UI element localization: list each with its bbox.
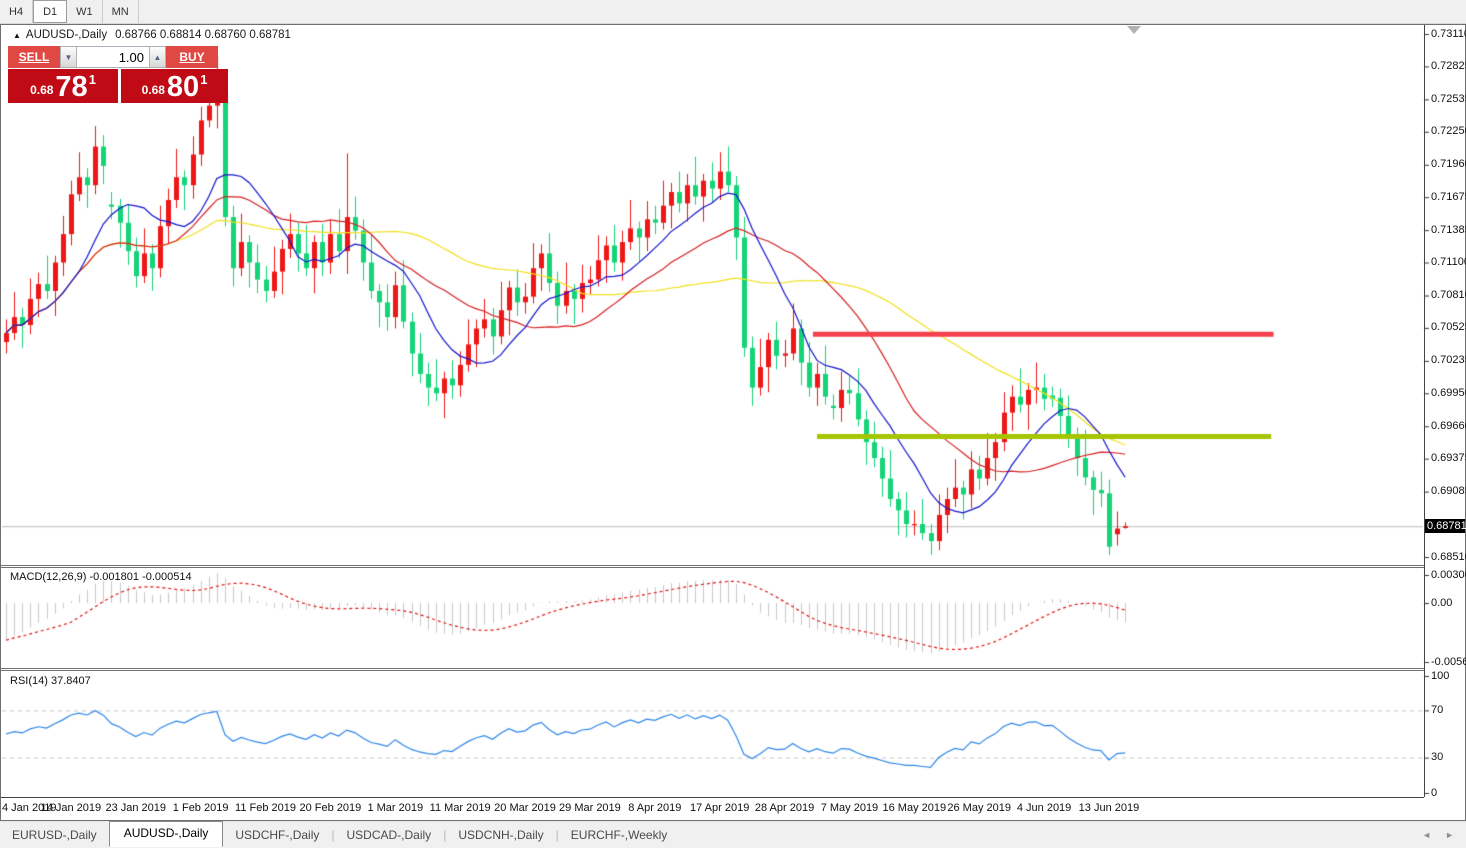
macd-splitter[interactable]: [1, 565, 1424, 566]
tab-scroll-right-icon[interactable]: ►: [1445, 830, 1454, 840]
date-tick-label: 1 Feb 2019: [172, 802, 229, 814]
chart-shift-triangle-icon[interactable]: [1127, 26, 1141, 34]
price-tick-label: 0.69085: [1431, 485, 1466, 498]
buy-price-small: 0.68: [141, 83, 165, 97]
sell-price-small: 0.68: [30, 83, 54, 97]
timeframe-button-d1[interactable]: D1: [33, 0, 68, 23]
chart-symbol-label: AUDUSD-,Daily: [25, 29, 108, 41]
chart-bottom-frame: [1, 797, 1424, 798]
macd-axis-label: 0.00: [1431, 596, 1453, 609]
date-tick-label: 20 Mar 2019: [494, 802, 556, 814]
date-tick-label: 16 May 2019: [882, 802, 947, 814]
timeframe-button-w1[interactable]: W1: [67, 0, 103, 23]
buy-button[interactable]: BUY: [166, 46, 218, 68]
tab-eurusd[interactable]: EURUSD-,Daily: [12, 828, 97, 842]
date-tick-label: 17 Apr 2019: [690, 802, 750, 814]
date-tick-label: 14 Jan 2019: [40, 802, 102, 814]
timeframe-button-h4[interactable]: H4: [0, 0, 34, 23]
price-tick-label: 0.69375: [1431, 452, 1466, 465]
rsi-axis-label: 70: [1431, 703, 1444, 716]
price-tick-label: 0.72535: [1431, 92, 1466, 105]
date-tick-label: 11 Feb 2019: [235, 802, 296, 814]
macd-label: MACD(12,26,9) -0.001801 -0.000514: [10, 571, 192, 583]
volume-increase-button[interactable]: ▲: [149, 46, 166, 68]
tab-usdcad[interactable]: USDCAD-,Daily: [346, 828, 432, 842]
timeframe-toolbar: H4 D1 W1 MN: [0, 0, 1466, 24]
buy-price-big: 80: [166, 71, 200, 103]
tab-eurchf[interactable]: EURCHF-,Weekly: [570, 828, 668, 842]
buy-price-sup: 1: [200, 72, 208, 87]
sell-price-big: 78: [55, 71, 88, 103]
date-tick-label: 8 Apr 2019: [628, 802, 682, 814]
trade-panel-controls: SELL ▼ ▲ BUY: [8, 46, 228, 68]
collapse-triangle-icon[interactable]: ▲: [13, 31, 21, 40]
price-tick-label: 0.71385: [1431, 223, 1466, 236]
tab-scroll-arrows: ◄ ►: [1422, 830, 1454, 840]
tab-usdchf[interactable]: USDCHF-,Daily: [235, 828, 320, 842]
date-tick-label: 29 Mar 2019: [559, 802, 621, 814]
volume-decrease-button[interactable]: ▼: [60, 46, 77, 68]
tab-audusd[interactable]: AUDUSD-,Daily: [108, 821, 224, 847]
current-price-tag: 0.68781: [1425, 519, 1466, 534]
macd-axis-label: 0.003003: [1431, 568, 1466, 581]
symbol-tab-bar: EURUSD-,Daily AUDUSD-,Daily USDCHF-,Daily |…: [0, 821, 1466, 848]
rsi-axis-label: 0: [1431, 786, 1438, 799]
rsi-axis-label: 100: [1431, 669, 1450, 682]
volume-input[interactable]: [77, 46, 149, 68]
one-click-trade-panel: SELL ▼ ▲ BUY 0.68 78 1 0.68 80 1: [8, 46, 228, 103]
price-axis-line: [1424, 25, 1425, 797]
chart-title: ▲ AUDUSD-,Daily 0.68766 0.68814 0.68760 0.…: [13, 29, 291, 41]
date-tick-label: 4 Jan 2019: [2, 802, 57, 814]
date-tick-label: 23 Jan 2019: [105, 802, 167, 814]
sell-price-sup: 1: [88, 72, 96, 87]
tab-separator: |: [443, 828, 447, 842]
date-tick-label: 11 Mar 2019: [429, 802, 491, 814]
rsi-splitter-line2: [1, 670, 1424, 671]
sell-price-box[interactable]: 0.68 78 1: [8, 69, 118, 103]
rsi-splitter[interactable]: [1, 668, 1424, 669]
timeframe-button-mn[interactable]: MN: [103, 0, 139, 23]
date-tick-label: 26 May 2019: [947, 802, 1011, 814]
price-tick-label: 0.71675: [1431, 190, 1466, 203]
price-tick-label: 0.70235: [1431, 354, 1466, 367]
sell-button[interactable]: SELL: [8, 46, 60, 68]
price-tick-label: 0.70525: [1431, 321, 1466, 334]
tab-separator: |: [331, 828, 335, 842]
date-tick-label: 7 May 2019: [820, 802, 879, 814]
date-tick-label: 4 Jun 2019: [1016, 802, 1072, 814]
tab-scroll-left-icon[interactable]: ◄: [1422, 830, 1432, 840]
rsi-axis-label: 30: [1431, 751, 1444, 764]
chart-canvas[interactable]: [0, 24, 1466, 821]
rsi-label: RSI(14) 37.8407: [10, 675, 91, 687]
chart-ohlc-values: 0.68766 0.68814 0.68760 0.68781: [115, 29, 291, 41]
date-tick-label: 1 Mar 2019: [367, 802, 424, 814]
date-tick-label: 13 Jun 2019: [1078, 802, 1140, 814]
date-tick-label: 20 Feb 2019: [299, 802, 362, 814]
macd-axis-label: -0.005648: [1431, 655, 1466, 668]
price-tick-label: 0.72825: [1431, 59, 1466, 72]
tab-separator: |: [555, 828, 559, 842]
tab-usdcnh[interactable]: USDCNH-,Daily: [458, 828, 544, 842]
trade-panel-quotes: 0.68 78 1 0.68 80 1: [8, 69, 228, 103]
macd-splitter-line2: [1, 567, 1424, 568]
date-tick-label: 28 Apr 2019: [754, 802, 815, 814]
buy-price-box[interactable]: 0.68 80 1: [121, 69, 228, 103]
